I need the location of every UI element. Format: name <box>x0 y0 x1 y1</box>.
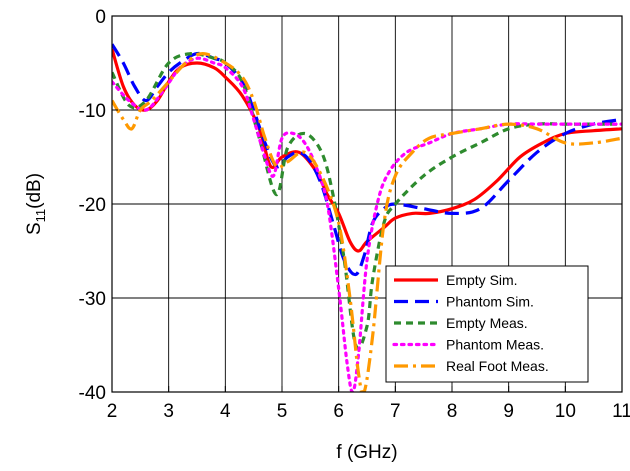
axis-ticks: 2 3 4 5 6 7 8 9 10 11 0 -10 -20 -30 -40 <box>79 7 630 422</box>
series-line-phantom-meas <box>112 56 622 392</box>
y-tick-label: 0 <box>95 7 106 28</box>
legend-label-empty-sim: Empty Sim. <box>446 272 518 288</box>
x-tick-label: 6 <box>333 401 344 422</box>
y-axis-label-unit: (dB) <box>24 173 45 209</box>
y-axis-label-subscript: 11 <box>33 209 48 223</box>
y-axis-label: S11(dB) <box>24 173 48 235</box>
y-tick-label: -20 <box>79 195 106 216</box>
x-tick-label: 5 <box>277 401 288 422</box>
x-tick-label: 3 <box>163 401 174 422</box>
series-layer <box>112 43 622 392</box>
x-tick-label: 7 <box>390 401 401 422</box>
y-tick-label: -10 <box>79 101 106 122</box>
x-tick-label: 4 <box>220 401 231 422</box>
y-tick-label: -40 <box>79 383 106 404</box>
series-line-empty-meas <box>112 51 622 350</box>
x-tick-label: 8 <box>447 401 458 422</box>
x-tick-label: 2 <box>107 401 118 422</box>
series-line-real-foot-meas <box>112 51 622 392</box>
series-line-empty-sim <box>112 48 622 253</box>
y-tick-label: -30 <box>79 289 106 310</box>
y-axis-label-main: S <box>24 222 45 235</box>
x-tick-label: 9 <box>503 401 514 422</box>
legend-label-phantom-sim: Phantom Sim. <box>446 294 534 310</box>
x-axis-label: f (GHz) <box>336 442 397 463</box>
legend-label-phantom-meas: Phantom Meas. <box>446 337 544 353</box>
x-tick-label: 10 <box>555 401 576 422</box>
legend-label-empty-meas: Empty Meas. <box>446 315 528 331</box>
x-tick-label: 11 <box>612 401 630 422</box>
legend: Empty Sim. Phantom Sim. Empty Meas. Phantom… <box>385 265 589 383</box>
series-line-phantom-sim <box>112 43 622 277</box>
legend-label-real-foot-meas: Real Foot Meas. <box>446 358 549 374</box>
